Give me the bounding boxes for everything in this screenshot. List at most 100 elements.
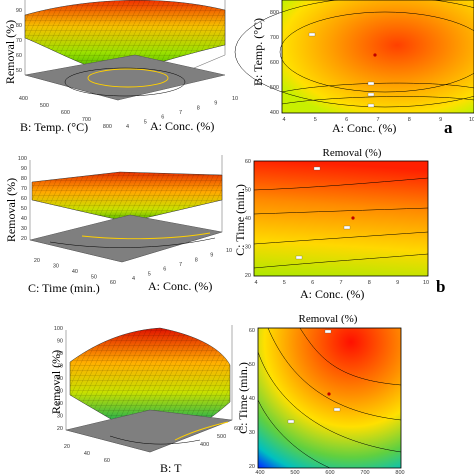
x-tick-label: 7 (179, 262, 182, 268)
x-tick-label: 10 (226, 248, 232, 254)
x-tick-label: 5 (148, 271, 151, 277)
y-tick-label: 500 (270, 85, 279, 91)
surface-plot-a: Removal (%) B: Temp. (°C) A: Conc. (%) 5… (3, 0, 238, 134)
x-tick-label: 7 (376, 117, 379, 123)
z-axis-label: Removal (%) (4, 178, 18, 242)
panel-label-a: a (444, 118, 453, 137)
z-tick-label: 80 (21, 176, 27, 182)
z-axis-label: Removal (%) (49, 350, 63, 414)
contour-title: Removal (%) (323, 147, 382, 159)
x-tick-label: 6 (311, 280, 314, 286)
x-tick-label: 9 (439, 117, 442, 123)
z-tick-label: 40 (21, 216, 27, 222)
x-tick-label: 7 (179, 110, 182, 116)
x-tick-label: 6 (345, 117, 348, 123)
contour-title: Removal (%) (299, 313, 358, 325)
z-tick-label: 90 (57, 339, 63, 345)
x-tick-label: 400 (200, 442, 209, 448)
y-tick-label: 40 (84, 451, 90, 457)
z-tick-label: 60 (16, 53, 22, 59)
x-tick-label: 400 (255, 470, 264, 474)
y-axis-label: C: Time (min.) (233, 184, 247, 256)
y-tick-label: 800 (103, 124, 112, 130)
y-axis-label: C: Time (min.) (28, 281, 100, 295)
y-tick-label: 60 (249, 328, 255, 334)
x-axis-label: B: T (160, 461, 182, 474)
y-tick-label: 20 (64, 444, 70, 450)
y-tick-label: 60 (245, 159, 251, 165)
panel-label-b: b (436, 277, 445, 296)
x-tick-label: 8 (197, 105, 200, 111)
contour-plot-c: Removal (%) C: Time (min.) 400 500 600 700 8… (236, 313, 405, 474)
z-tick-label: 60 (21, 196, 27, 202)
x-tick-label: 4 (132, 276, 135, 282)
x-tick-label: 700 (360, 470, 369, 474)
x-tick-label: 6 (163, 267, 166, 273)
y-tick-label: 60 (104, 458, 110, 464)
y-axis-label: C: Time (min.) (236, 362, 250, 434)
x-tick-label: 10 (423, 280, 429, 286)
x-tick-label: 4 (126, 124, 129, 130)
x-tick-label: 4 (282, 117, 285, 123)
y-tick-label: 30 (53, 264, 59, 270)
y-tick-label: 40 (72, 269, 78, 275)
x-tick-label: 600 (234, 426, 243, 432)
x-tick-label: 8 (368, 280, 371, 286)
y-tick-label: 700 (82, 117, 91, 123)
x-tick-label: 5 (144, 119, 147, 125)
z-tick-label: 90 (21, 166, 27, 172)
z-tick-label: 90 (16, 8, 22, 14)
z-axis-label: Removal (%) (3, 20, 17, 84)
y-tick-label: 30 (249, 430, 255, 436)
y-tick-label: 50 (249, 362, 255, 368)
z-tick-label: 70 (57, 364, 63, 370)
z-tick-label: 100 (18, 156, 27, 162)
z-tick-label: 80 (16, 23, 22, 29)
z-tick-label: 30 (57, 414, 63, 420)
x-tick-label: 9 (214, 101, 217, 107)
x-axis-label: A: Conc. (%) (300, 287, 364, 301)
z-tick-label: 50 (57, 389, 63, 395)
y-tick-label: 30 (245, 245, 251, 251)
y-axis-label: B: Temp. (°C) (20, 120, 88, 134)
x-tick-label: 9 (210, 253, 213, 259)
x-tick-label: 4 (254, 280, 257, 286)
y-tick-label: 50 (245, 188, 251, 194)
x-tick-label: 10 (232, 96, 238, 102)
surface-plot-b: Removal (%) C: Time (min.) A: Conc. (%) … (4, 155, 232, 295)
x-axis-label: A: Conc. (%) (150, 119, 214, 133)
center-point-marker (327, 392, 331, 396)
center-point-marker (351, 216, 355, 220)
x-tick-label: 5 (314, 117, 317, 123)
x-tick-label: 6 (161, 115, 164, 121)
z-tick-label: 40 (57, 401, 63, 407)
y-tick-label: 20 (245, 273, 251, 279)
z-tick-label: 70 (21, 186, 27, 192)
x-tick-label: 500 (217, 434, 226, 440)
z-tick-label: 20 (57, 426, 63, 432)
surface-plot-c: Removal (%) B: T 20 30 40 50 60 70 80 90 100 20 40… (49, 325, 243, 474)
y-tick-label: 60 (110, 280, 116, 286)
contour-plot-b: Removal (%) C: Time (min.) A: Conc. (%) … (233, 147, 429, 301)
y-tick-label: 600 (61, 110, 70, 116)
z-tick-label: 30 (21, 226, 27, 232)
x-tick-label: 600 (325, 470, 334, 474)
z-tick-label: 70 (16, 38, 22, 44)
y-tick-label: 20 (249, 464, 255, 470)
y-axis-label: B: Temp. (°C) (251, 18, 265, 86)
x-tick-label: 5 (283, 280, 286, 286)
y-tick-label: 400 (270, 110, 279, 116)
z-tick-label: 60 (57, 376, 63, 382)
x-axis-label: A: Conc. (%) (332, 121, 396, 135)
y-tick-label: 40 (245, 216, 251, 222)
x-tick-label: 9 (396, 280, 399, 286)
y-tick-label: 800 (270, 10, 279, 16)
y-tick-label: 600 (270, 60, 279, 66)
center-point-marker (373, 53, 377, 57)
x-tick-label: 7 (339, 280, 342, 286)
z-tick-label: 50 (16, 68, 22, 74)
y-tick-label: 500 (40, 103, 49, 109)
x-tick-label: 10 (469, 117, 474, 123)
y-tick-label: 700 (270, 35, 279, 41)
